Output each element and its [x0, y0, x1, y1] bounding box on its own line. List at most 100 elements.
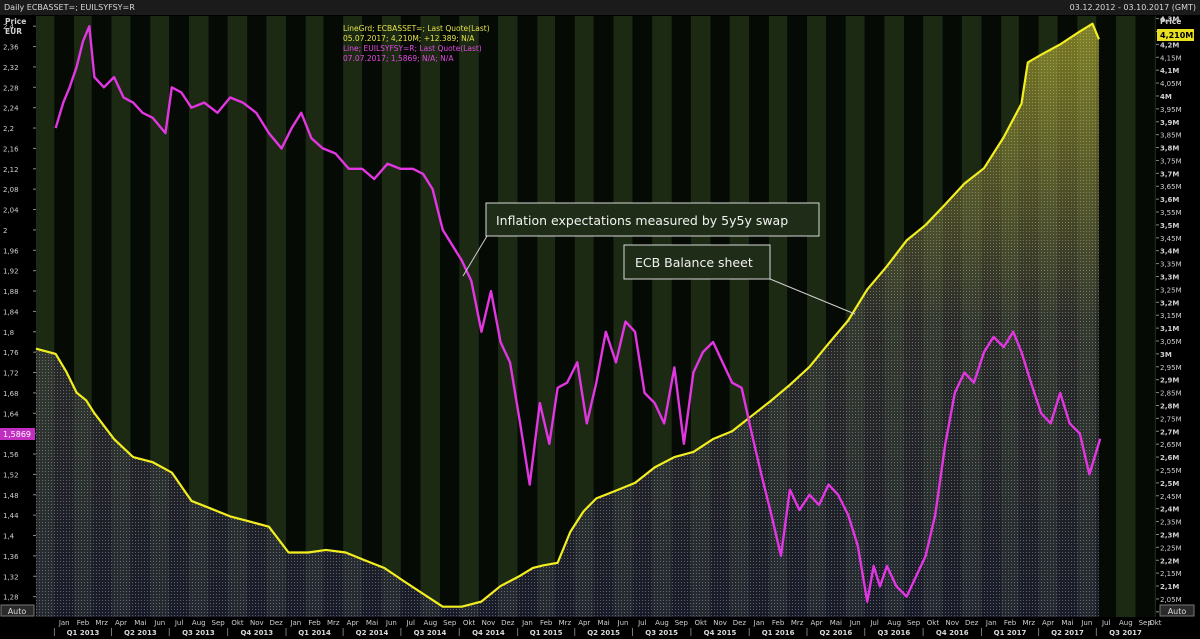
- x-tick-month: Nov: [482, 619, 496, 627]
- month-band: [478, 16, 498, 617]
- x-tick-month: Feb: [308, 619, 321, 627]
- x-tick-month: Jul: [1101, 619, 1111, 627]
- right-tick-label: 2,85M: [1160, 390, 1182, 398]
- month-band: [247, 16, 267, 617]
- x-tick-month: Apr: [347, 619, 359, 627]
- left-tick-label: 1,88: [3, 288, 19, 296]
- right-tick-label: 2,9M: [1160, 377, 1179, 385]
- x-tick-month: Aug: [1119, 619, 1133, 627]
- x-tick-month: Jun: [849, 619, 861, 627]
- x-tick-month: Nov: [945, 619, 959, 627]
- x-tick-quarter: Q2 2016: [819, 629, 852, 637]
- x-tick-quarter: Q1 2014: [298, 629, 331, 637]
- left-tick-label: 2,32: [3, 64, 19, 72]
- x-tick-month: Mai: [597, 619, 609, 627]
- right-tick-label: 2,7M: [1160, 428, 1179, 436]
- x-tick-month: Apr: [810, 619, 822, 627]
- right-tick-label: 3,75M: [1160, 157, 1182, 165]
- left-tick-label: 2,28: [3, 84, 19, 92]
- x-tick-month: Aug: [424, 619, 438, 627]
- x-tick-month: Sep: [212, 619, 226, 627]
- x-tick-quarter: Q3 2014: [414, 629, 447, 637]
- month-band: [517, 16, 538, 617]
- x-tick-quarter: Q4 2015: [704, 629, 737, 637]
- legend-inflation-title: Line; EUILSYFSY=R; Last Quote(Last): [343, 44, 482, 53]
- right-tick-label: 3,3M: [1160, 274, 1179, 282]
- month-band: [305, 16, 324, 617]
- left-axis: 2,4 2,36 2,32 2,28 2,24 2,2 2,16 2,12 2,08 2,04 2 1…: [3, 23, 36, 602]
- x-tick-quarter: Q2 2013: [124, 629, 157, 637]
- right-tick-label: 2,1M: [1160, 583, 1179, 591]
- month-band: [593, 16, 614, 617]
- left-tick-label: 2,16: [3, 145, 19, 153]
- x-tick-month: Jun: [617, 619, 629, 627]
- x-tick-month: Apr: [115, 619, 127, 627]
- inflation-annotation-text: Inflation expectations measured by 5y5y …: [496, 213, 788, 228]
- x-tick-quarter: Q1 2015: [530, 629, 563, 637]
- x-tick-month: Jan: [521, 619, 533, 627]
- right-tick-label: 3,45M: [1160, 235, 1182, 243]
- auto-scale-right-button[interactable]: [1159, 604, 1195, 617]
- right-tick-label: 3,15M: [1160, 312, 1182, 320]
- left-tick-label: 2,12: [3, 166, 19, 174]
- right-tick-label: 4,05M: [1160, 80, 1182, 88]
- header-bar: [0, 0, 1200, 15]
- left-tick-label: 2,4: [3, 23, 15, 31]
- x-tick-month: Feb: [1004, 619, 1017, 627]
- x-tick-month: Feb: [772, 619, 785, 627]
- left-tick-label: 1,4: [3, 533, 15, 541]
- x-tick-quarter: Q1 2013: [67, 629, 100, 637]
- chart-title: Daily ECBASSET=; EUILSYFSY=R: [4, 3, 135, 12]
- x-tick-month: Mai: [830, 619, 842, 627]
- right-tick-label: 3,7M: [1160, 170, 1179, 178]
- right-tick-label: 2,5M: [1160, 480, 1179, 488]
- x-tick-month: Aug: [192, 619, 206, 627]
- x-tick-quarter: Q4 2014: [472, 629, 505, 637]
- x-tick-month: Mrz: [327, 619, 340, 627]
- x-tick-quarter: Q3 2015: [645, 629, 678, 637]
- month-band: [188, 16, 209, 617]
- balance-annotation-text: ECB Balance sheet: [635, 255, 753, 270]
- left-tick-label: 2,36: [3, 44, 19, 52]
- month-band: [323, 16, 344, 617]
- x-tick-month: Jun: [385, 619, 397, 627]
- right-tick-label: 2,3M: [1160, 531, 1179, 539]
- balance-last-value-tag: [1157, 29, 1194, 41]
- left-tick-label: 2,24: [3, 105, 19, 113]
- x-tick-quarter: Q4 2013: [240, 629, 273, 637]
- x-axis-months: Jan Feb Mrz Apr Mai Jun Jul Aug Sep Okt Nov Dez Jan F…: [58, 619, 1162, 627]
- balance-annotation-box: [623, 244, 771, 280]
- auto-scale-left-button[interactable]: [0, 604, 35, 617]
- inflation-last-value: 1,5869: [3, 430, 31, 439]
- x-tick-month: Feb: [77, 619, 90, 627]
- series-line-ecbasset: [35, 22, 1100, 608]
- legend-inflation-values: 07.07.2017; 1,5869; N/A; N/A: [343, 54, 454, 63]
- x-tick-month: Jul: [637, 619, 647, 627]
- inflation-annotation-leader: [462, 235, 488, 277]
- x-tick-month: Feb: [540, 619, 553, 627]
- left-tick-label: 2: [3, 227, 7, 235]
- month-band: [208, 16, 228, 617]
- right-tick-label: 2,55M: [1160, 467, 1182, 475]
- date-range: 03.12.2012 - 03.10.2017 (GMT): [1070, 3, 1196, 12]
- x-tick-month: Mrz: [95, 619, 108, 627]
- right-tick-label: 4,1M: [1160, 67, 1179, 75]
- right-tick-label: 2,05M: [1160, 596, 1182, 604]
- right-tick-label: 2,8M: [1160, 402, 1179, 410]
- x-tick-month: Sep: [443, 619, 457, 627]
- right-tick-label: 3,35M: [1160, 261, 1182, 269]
- right-axis: 4,3M4,25M4,2M4,15M4,1M4,05M4M3,95M3,9M3,…: [1156, 16, 1182, 617]
- right-tick-label: 2,25M: [1160, 544, 1182, 552]
- right-tick-label: 3,5M: [1160, 222, 1179, 230]
- x-tick-month: Jun: [153, 619, 165, 627]
- balance-last-value: 4,210M: [1160, 31, 1193, 40]
- legend-balance-values: 05.07.2017; 4,210M; +12.389; N/A: [343, 34, 475, 43]
- inflation-last-value-tag: [0, 428, 35, 440]
- x-tick-quarter: Q2 2015: [587, 629, 620, 637]
- x-tick-month: Jul: [869, 619, 879, 627]
- left-tick-label: 1,8: [3, 329, 14, 337]
- x-tick-month: Dez: [269, 619, 283, 627]
- left-tick-label: 1,56: [3, 451, 19, 459]
- month-band: [381, 16, 401, 617]
